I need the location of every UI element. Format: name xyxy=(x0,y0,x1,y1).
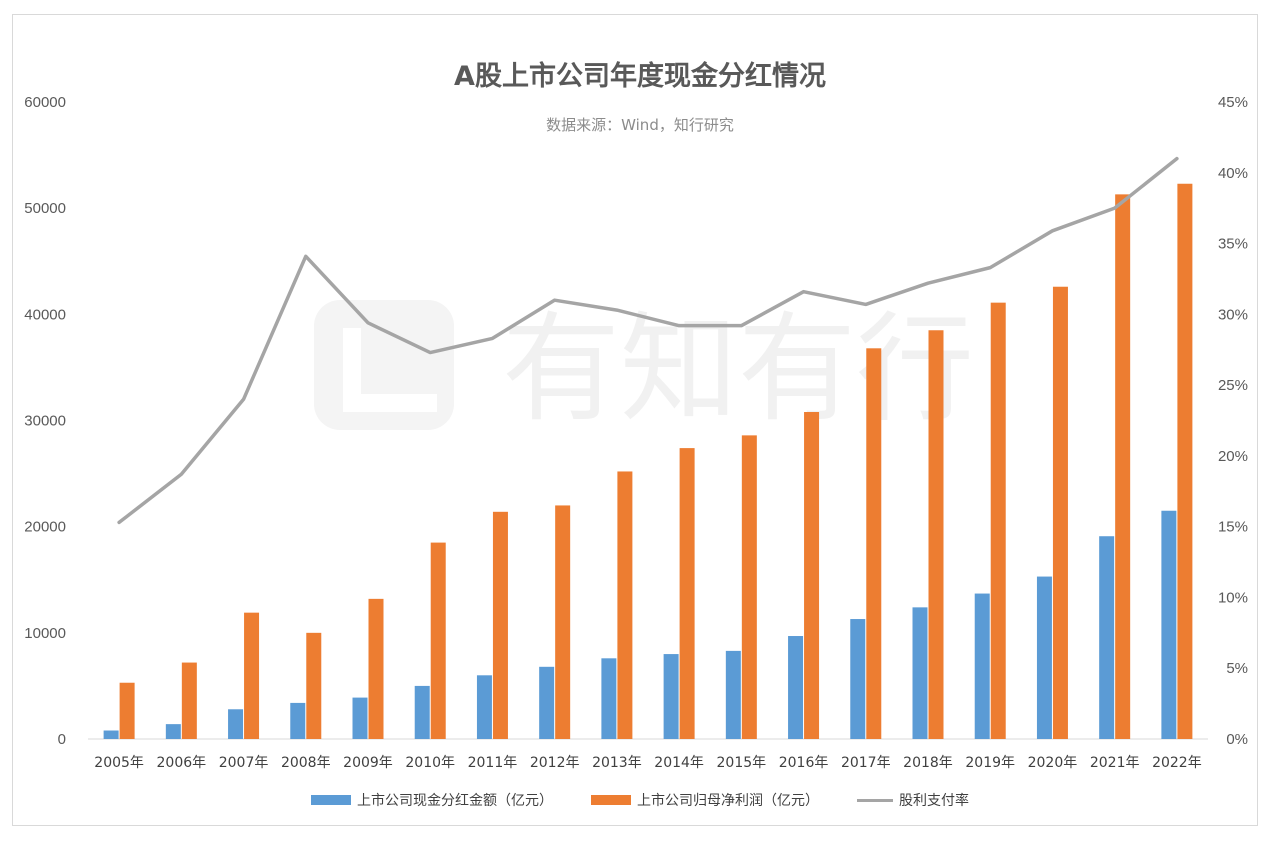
right-tick-label: 5% xyxy=(1226,660,1248,677)
payout-ratio-line xyxy=(117,156,1179,525)
right-tick-label: 25% xyxy=(1218,377,1248,394)
profit-bar xyxy=(119,682,135,739)
legend-swatch-profit xyxy=(591,795,631,805)
left-tick-label: 10000 xyxy=(24,625,66,642)
profit-bar xyxy=(430,542,446,739)
right-tick-label: 35% xyxy=(1218,236,1248,253)
left-tick-label: 30000 xyxy=(24,413,66,430)
profit-bar xyxy=(804,412,820,739)
profit-bar xyxy=(679,448,695,739)
profit-bar xyxy=(368,598,384,739)
right-tick-label: 0% xyxy=(1226,731,1248,748)
profit-bar xyxy=(244,612,260,739)
chart-subtitle: 数据来源：Wind，知行研究 xyxy=(546,116,734,134)
dividend-bar xyxy=(290,702,306,739)
dividend-bar xyxy=(539,666,555,739)
dividend-bar xyxy=(165,724,181,739)
right-tick-label: 30% xyxy=(1218,306,1248,323)
x-axis: 2005年 2006年 2007年 2008年 2009年 2010年 2011年 2012年… xyxy=(94,755,1201,771)
dividend-bar xyxy=(912,607,928,739)
x-tick-label: 2016年 xyxy=(779,755,829,771)
x-tick-label: 2010年 xyxy=(405,755,455,771)
profit-bar xyxy=(492,511,508,739)
chart-frame xyxy=(12,14,1258,826)
right-tick-label: 20% xyxy=(1218,448,1248,465)
left-tick-label: 60000 xyxy=(24,94,66,111)
dividend-bar xyxy=(1036,576,1052,739)
left-axis: 0 10000 20000 30000 40000 50000 60000 xyxy=(24,94,66,748)
x-tick-label: 2020年 xyxy=(1028,755,1078,771)
left-tick-label: 40000 xyxy=(24,306,66,323)
legend-label-profit: 上市公司归母净利润（亿元） xyxy=(637,793,819,809)
x-tick-label: 2009年 xyxy=(343,755,393,771)
left-tick-label: 20000 xyxy=(24,519,66,536)
dividend-bar xyxy=(103,730,119,739)
profit-bar xyxy=(1177,183,1193,739)
dividend-bar xyxy=(352,697,368,739)
x-tick-label: 2017年 xyxy=(841,755,891,771)
line-series xyxy=(117,156,1179,525)
profit-bar xyxy=(181,662,197,739)
x-tick-label: 2013年 xyxy=(592,755,642,771)
profit-bar xyxy=(928,330,944,739)
chart-title: A股上市公司年度现金分红情况 xyxy=(454,61,826,92)
profit-bar xyxy=(866,348,882,739)
profit-bar xyxy=(1115,194,1131,740)
x-tick-label: 2005年 xyxy=(94,755,144,771)
legend: 上市公司现金分红金额（亿元） 上市公司归母净利润（亿元） 股利支付率 xyxy=(0,790,1280,810)
x-tick-label: 2015年 xyxy=(717,755,767,771)
x-tick-label: 2018年 xyxy=(903,755,953,771)
x-tick-label: 2006年 xyxy=(157,755,207,771)
legend-label-dividend: 上市公司现金分红金额（亿元） xyxy=(357,793,553,809)
dividend-bar xyxy=(476,675,492,739)
dividend-bar xyxy=(788,636,804,739)
bar-series xyxy=(103,183,1193,740)
right-tick-label: 15% xyxy=(1218,519,1248,536)
x-tick-label: 2021年 xyxy=(1090,755,1140,771)
x-tick-label: 2012年 xyxy=(530,755,580,771)
profit-bar xyxy=(990,302,1006,739)
left-tick-label: 0 xyxy=(58,731,66,748)
legend-item-profit[interactable]: 上市公司归母净利润（亿元） xyxy=(591,790,819,810)
right-tick-label: 45% xyxy=(1218,94,1248,111)
dividend-bar xyxy=(228,709,244,739)
legend-swatch-payout xyxy=(857,798,893,802)
dividend-bar xyxy=(414,685,430,739)
dividend-bar xyxy=(1161,510,1177,739)
x-tick-label: 2011年 xyxy=(468,755,518,771)
dividend-bar xyxy=(1099,536,1115,739)
legend-item-payout[interactable]: 股利支付率 xyxy=(857,790,969,810)
x-tick-label: 2019年 xyxy=(965,755,1015,771)
x-tick-label: 2022年 xyxy=(1152,755,1202,771)
profit-bar xyxy=(617,471,633,739)
x-tick-label: 2008年 xyxy=(281,755,331,771)
dividend-bar xyxy=(601,658,617,739)
profit-bar xyxy=(741,435,757,739)
legend-label-payout: 股利支付率 xyxy=(899,793,969,809)
dividend-bar xyxy=(663,654,679,739)
dividend-bar xyxy=(974,593,990,739)
profit-bar xyxy=(1052,286,1068,739)
dividend-bar xyxy=(850,619,866,739)
x-tick-label: 2007年 xyxy=(219,755,269,771)
profit-bar xyxy=(306,632,322,739)
left-tick-label: 50000 xyxy=(24,200,66,217)
legend-item-dividend[interactable]: 上市公司现金分红金额（亿元） xyxy=(311,790,553,810)
right-axis: 0% 5% 10% 15% 20% 25% 30% 35% 40% 45% xyxy=(1218,94,1248,748)
legend-swatch-dividend xyxy=(311,795,351,805)
profit-bar xyxy=(555,505,571,739)
dividend-bar xyxy=(725,650,741,739)
right-tick-label: 10% xyxy=(1218,589,1248,606)
right-tick-label: 40% xyxy=(1218,165,1248,182)
x-tick-label: 2014年 xyxy=(654,755,704,771)
